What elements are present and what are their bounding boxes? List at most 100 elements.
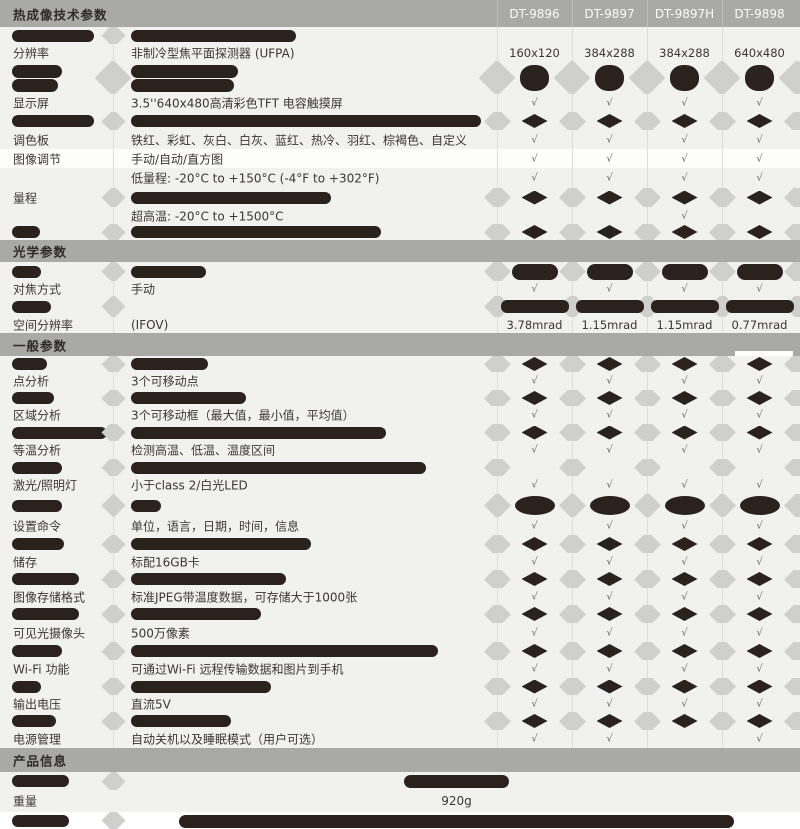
row-label: 设置命令 xyxy=(13,519,62,534)
redaction-blob xyxy=(670,64,699,91)
column-divider xyxy=(647,476,648,494)
spec-row: 重量 920g xyxy=(0,790,800,812)
section-bar: 一般参数 xyxy=(0,333,800,356)
redacted-row xyxy=(0,356,800,372)
redaction-blob xyxy=(671,679,698,694)
spec-row: 储存 标配16GB卡 √ √ √ √ xyxy=(0,553,800,570)
column-divider xyxy=(647,441,648,459)
column-divider xyxy=(113,623,114,642)
diamond-ornament xyxy=(558,262,586,281)
diamond-ornament xyxy=(708,356,736,372)
diamond-ornament xyxy=(100,188,126,207)
check-mark: √ xyxy=(681,134,688,145)
redaction-blob xyxy=(12,265,41,278)
column-divider xyxy=(722,281,723,296)
redaction-blob xyxy=(500,300,569,313)
spec-value: 384x288 xyxy=(584,45,635,60)
column-divider xyxy=(113,588,114,605)
column-divider xyxy=(572,623,573,642)
redaction-blob xyxy=(746,190,773,205)
redaction-blob xyxy=(671,190,698,205)
redaction-blob xyxy=(586,263,633,280)
column-divider xyxy=(572,553,573,570)
check-mark: √ xyxy=(681,591,688,602)
column-divider xyxy=(647,149,648,168)
diamond-ornament xyxy=(783,188,800,207)
check-mark: √ xyxy=(681,556,688,567)
column-divider xyxy=(113,660,114,678)
redaction-blob xyxy=(746,114,773,128)
row-label: 量程 xyxy=(13,191,38,205)
diamond-ornament xyxy=(100,605,126,623)
redacted-row xyxy=(0,424,800,441)
spec-value: 160x120 xyxy=(509,45,560,60)
diamond-ornament xyxy=(558,494,586,517)
row-label: 重量 xyxy=(13,794,38,809)
row-description: 铁红、彩虹、灰白、白灰、蓝红、热冷、羽红、棕褐色、自定义 xyxy=(131,133,468,147)
row-label: 对焦方式 xyxy=(13,282,62,296)
redaction-blob xyxy=(746,607,773,621)
column-divider xyxy=(497,517,498,535)
diamond-ornament xyxy=(633,459,661,476)
column-divider xyxy=(572,476,573,494)
row-description: 非制冷型焦平面探测器 (UFPA) xyxy=(131,46,295,60)
spec-value: 920g xyxy=(441,794,472,808)
column-divider xyxy=(722,441,723,459)
check-mark: √ xyxy=(756,520,763,532)
redaction-blob xyxy=(521,644,548,658)
column-divider xyxy=(497,27,498,44)
diamond-ornament xyxy=(483,390,511,406)
redaction-blob xyxy=(596,190,623,205)
section-bar: 热成像技术参数 DT-9896 DT-9897 DT-9897H DT-9898 xyxy=(0,0,800,27)
column-divider xyxy=(497,130,498,149)
column-divider xyxy=(572,517,573,535)
diamond-ornament xyxy=(558,712,586,730)
diamond-ornament xyxy=(783,262,800,281)
check-mark: √ xyxy=(531,153,538,164)
model-column-header: DT-9898 xyxy=(734,6,785,21)
column-divider xyxy=(647,553,648,570)
row-description: 标配16GB卡 xyxy=(131,555,200,569)
check-mark: √ xyxy=(681,627,688,638)
column-divider xyxy=(572,730,573,748)
check-mark: √ xyxy=(606,375,613,387)
redaction-blob xyxy=(746,537,773,551)
check-mark: √ xyxy=(606,134,613,145)
row-label: 空间分辨率 xyxy=(13,318,74,333)
diamond-ornament xyxy=(558,224,586,240)
column-divider xyxy=(572,0,573,27)
redaction-blob xyxy=(12,115,94,127)
row-description: 低量程: -20°C to +150°C (-4°F to +302°F) xyxy=(131,171,380,186)
spec-row: 低量程: -20°C to +150°C (-4°F to +302°F) √ √ √… xyxy=(0,168,800,188)
column-divider xyxy=(722,149,723,168)
redaction-blob xyxy=(12,573,79,585)
check-mark: √ xyxy=(681,172,688,184)
diamond-ornament xyxy=(100,812,126,829)
redaction-blob xyxy=(131,573,286,585)
check-mark: √ xyxy=(756,591,763,602)
redaction-blob xyxy=(131,680,271,693)
check-mark: √ xyxy=(531,733,538,745)
redaction-blob xyxy=(596,679,623,694)
column-divider xyxy=(572,168,573,188)
column-divider xyxy=(722,130,723,149)
redaction-blob xyxy=(725,300,794,313)
check-mark: √ xyxy=(756,663,763,675)
column-divider xyxy=(647,372,648,390)
redaction-blob xyxy=(404,775,509,788)
diamond-ornament xyxy=(633,605,661,623)
column-divider xyxy=(572,94,573,112)
diamond-ornament xyxy=(783,390,800,406)
redaction-blob xyxy=(12,300,51,313)
check-mark: √ xyxy=(756,97,763,109)
diamond-ornament xyxy=(558,678,586,695)
row-description: 3.5''640x480高清彩色TFT 电容触摸屏 xyxy=(131,96,343,111)
redaction-blob xyxy=(671,114,698,128)
diamond-ornament xyxy=(783,712,800,730)
check-mark: √ xyxy=(531,97,538,109)
column-divider xyxy=(113,553,114,570)
column-divider xyxy=(497,730,498,748)
column-divider xyxy=(497,44,498,61)
column-divider xyxy=(572,588,573,605)
redaction-blob xyxy=(521,190,548,205)
